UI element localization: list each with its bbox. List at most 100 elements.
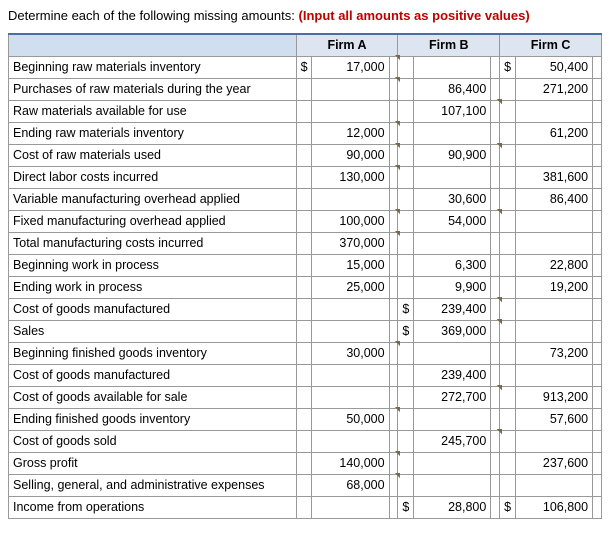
value-c[interactable] [515,320,592,342]
value-a[interactable] [312,78,389,100]
value-b[interactable]: 90,900 [413,144,490,166]
currency-a [296,122,311,144]
value-b[interactable]: 28,800 [413,496,490,518]
tab-c [593,452,602,474]
value-c[interactable] [515,298,592,320]
costing-table: Firm A Firm B Firm C Beginning raw mater… [8,33,602,519]
instruction-black: Determine each of the following missing … [8,8,295,23]
value-a[interactable]: 50,000 [312,408,389,430]
value-a[interactable] [312,386,389,408]
table-row: Beginning raw materials inventory$17,000… [9,56,602,78]
value-a[interactable] [312,496,389,518]
currency-a [296,298,311,320]
value-a[interactable]: 370,000 [312,232,389,254]
currency-c [500,188,515,210]
value-a[interactable] [312,100,389,122]
currency-b [398,276,413,298]
value-c[interactable]: 57,600 [515,408,592,430]
currency-a [296,452,311,474]
value-b[interactable] [413,342,490,364]
tab-a [389,276,398,298]
value-b[interactable]: 272,700 [413,386,490,408]
value-b[interactable]: 6,300 [413,254,490,276]
value-b[interactable]: 239,400 [413,364,490,386]
value-a[interactable]: 140,000 [312,452,389,474]
tab-b [491,408,500,430]
value-b[interactable] [413,166,490,188]
value-c[interactable] [515,232,592,254]
value-c[interactable]: 86,400 [515,188,592,210]
value-b[interactable]: 369,000 [413,320,490,342]
tab-b [491,210,500,232]
header-firm-c: Firm C [500,34,602,56]
value-a[interactable] [312,364,389,386]
value-b[interactable] [413,232,490,254]
value-a[interactable]: 25,000 [312,276,389,298]
value-b[interactable]: 86,400 [413,78,490,100]
value-c[interactable]: 381,600 [515,166,592,188]
value-a[interactable]: 100,000 [312,210,389,232]
row-label: Cost of goods manufactured [9,364,297,386]
value-b[interactable]: 239,400 [413,298,490,320]
value-a[interactable]: 68,000 [312,474,389,496]
value-c[interactable] [515,364,592,386]
value-c[interactable] [515,144,592,166]
tab-a [389,78,398,100]
tab-a [389,496,398,518]
tab-a [389,342,398,364]
value-c[interactable]: 237,600 [515,452,592,474]
value-b[interactable] [413,474,490,496]
tab-a [389,188,398,210]
currency-c [500,78,515,100]
value-a[interactable]: 17,000 [312,56,389,78]
value-c[interactable] [515,474,592,496]
currency-a [296,254,311,276]
table-row: Cost of goods manufactured 239,400 [9,364,602,386]
value-b[interactable]: 245,700 [413,430,490,452]
tab-a [389,144,398,166]
tab-b [491,364,500,386]
value-c[interactable]: 73,200 [515,342,592,364]
value-a[interactable]: 15,000 [312,254,389,276]
value-c[interactable] [515,100,592,122]
value-a[interactable] [312,188,389,210]
tab-c [593,320,602,342]
currency-a [296,386,311,408]
currency-c [500,342,515,364]
tab-b [491,430,500,452]
tab-c [593,56,602,78]
value-b[interactable] [413,452,490,474]
value-c[interactable] [515,430,592,452]
value-c[interactable] [515,210,592,232]
value-c[interactable]: 106,800 [515,496,592,518]
value-a[interactable]: 12,000 [312,122,389,144]
currency-c [500,408,515,430]
value-b[interactable] [413,122,490,144]
value-a[interactable]: 30,000 [312,342,389,364]
currency-b [398,100,413,122]
value-a[interactable]: 130,000 [312,166,389,188]
header-firm-b: Firm B [398,34,500,56]
row-label: Sales [9,320,297,342]
value-b[interactable] [413,56,490,78]
value-b[interactable]: 107,100 [413,100,490,122]
value-c[interactable]: 19,200 [515,276,592,298]
value-a[interactable]: 90,000 [312,144,389,166]
value-c[interactable]: 50,400 [515,56,592,78]
currency-b: $ [398,320,413,342]
table-row: Ending raw materials inventory12,00061,2… [9,122,602,144]
value-b[interactable]: 54,000 [413,210,490,232]
value-c[interactable]: 271,200 [515,78,592,100]
value-c[interactable]: 22,800 [515,254,592,276]
value-a[interactable] [312,298,389,320]
tab-c [593,430,602,452]
currency-b [398,188,413,210]
tab-c [593,144,602,166]
value-b[interactable] [413,408,490,430]
value-c[interactable]: 913,200 [515,386,592,408]
value-b[interactable]: 30,600 [413,188,490,210]
value-a[interactable] [312,430,389,452]
value-b[interactable]: 9,900 [413,276,490,298]
value-c[interactable]: 61,200 [515,122,592,144]
value-a[interactable] [312,320,389,342]
